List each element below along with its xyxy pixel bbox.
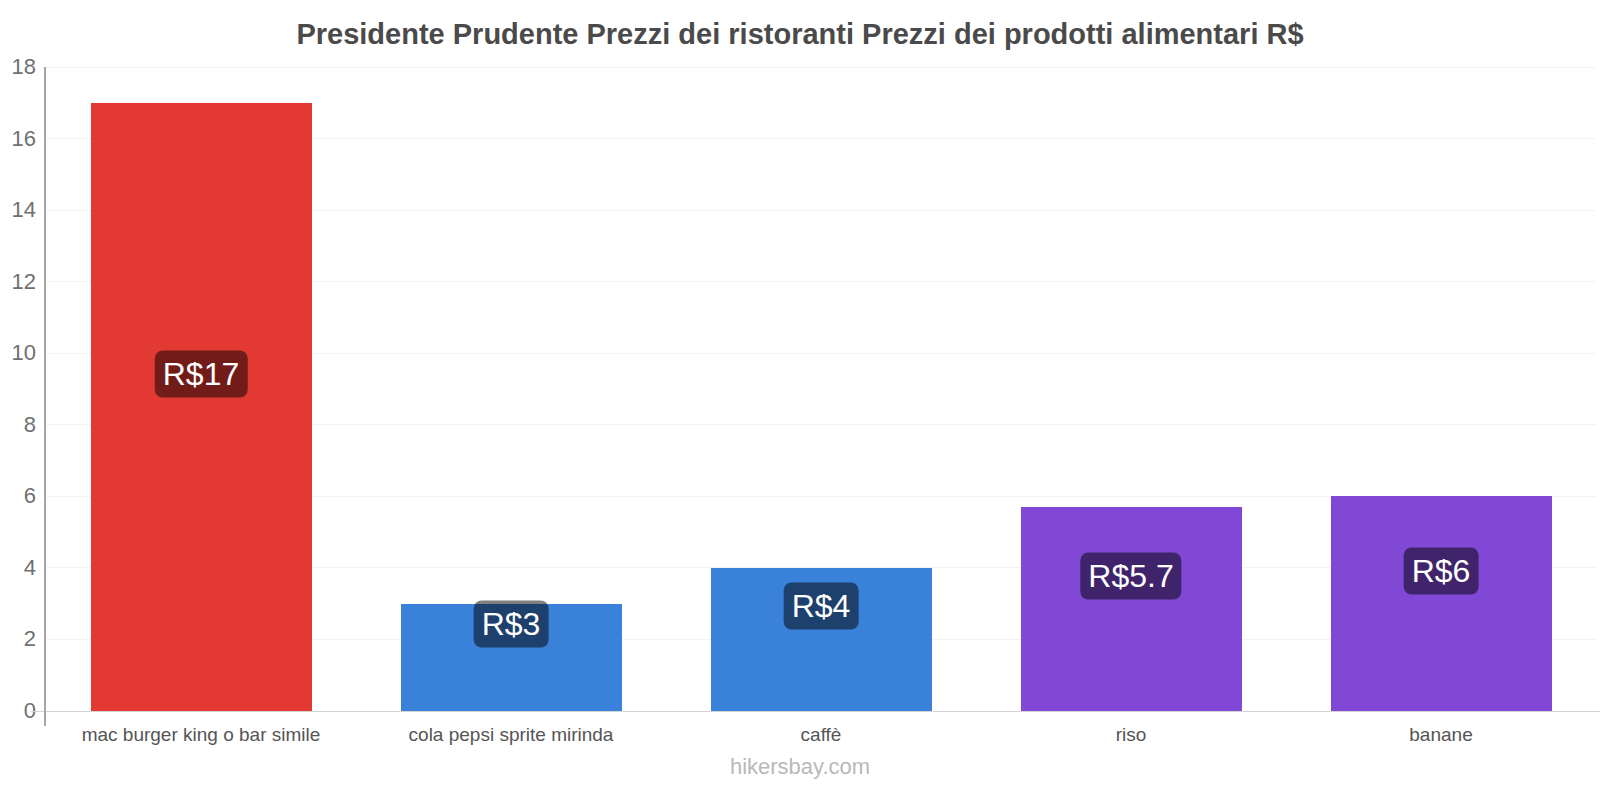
chart-title: Presidente Prudente Prezzi dei ristorant…	[0, 18, 1600, 51]
bar-value-label: R$5.7	[1080, 553, 1181, 600]
y-axis-line	[44, 67, 46, 726]
bar-value-label: R$17	[155, 350, 248, 397]
bar-value-label: R$3	[474, 601, 549, 648]
gridline	[46, 67, 1596, 68]
x-category-label: caffè	[671, 724, 971, 746]
y-tick-label: 10	[0, 340, 36, 366]
y-tick-label: 8	[0, 412, 36, 438]
bar-value-label: R$6	[1404, 547, 1479, 594]
y-tick-label: 2	[0, 626, 36, 652]
bar	[1331, 496, 1552, 711]
bar	[1021, 507, 1242, 711]
x-category-label: banane	[1291, 724, 1591, 746]
y-tick-label: 4	[0, 555, 36, 581]
bar	[91, 103, 312, 711]
x-category-label: mac burger king o bar simile	[51, 724, 351, 746]
footer-watermark: hikersbay.com	[0, 754, 1600, 780]
x-category-label: riso	[981, 724, 1281, 746]
y-tick-label: 6	[0, 483, 36, 509]
y-tick-label: 18	[0, 54, 36, 80]
y-tick-label: 14	[0, 197, 36, 223]
y-tick-label: 12	[0, 269, 36, 295]
y-tick-label: 16	[0, 126, 36, 152]
x-category-label: cola pepsi sprite mirinda	[361, 724, 661, 746]
bar-value-label: R$4	[784, 583, 859, 630]
